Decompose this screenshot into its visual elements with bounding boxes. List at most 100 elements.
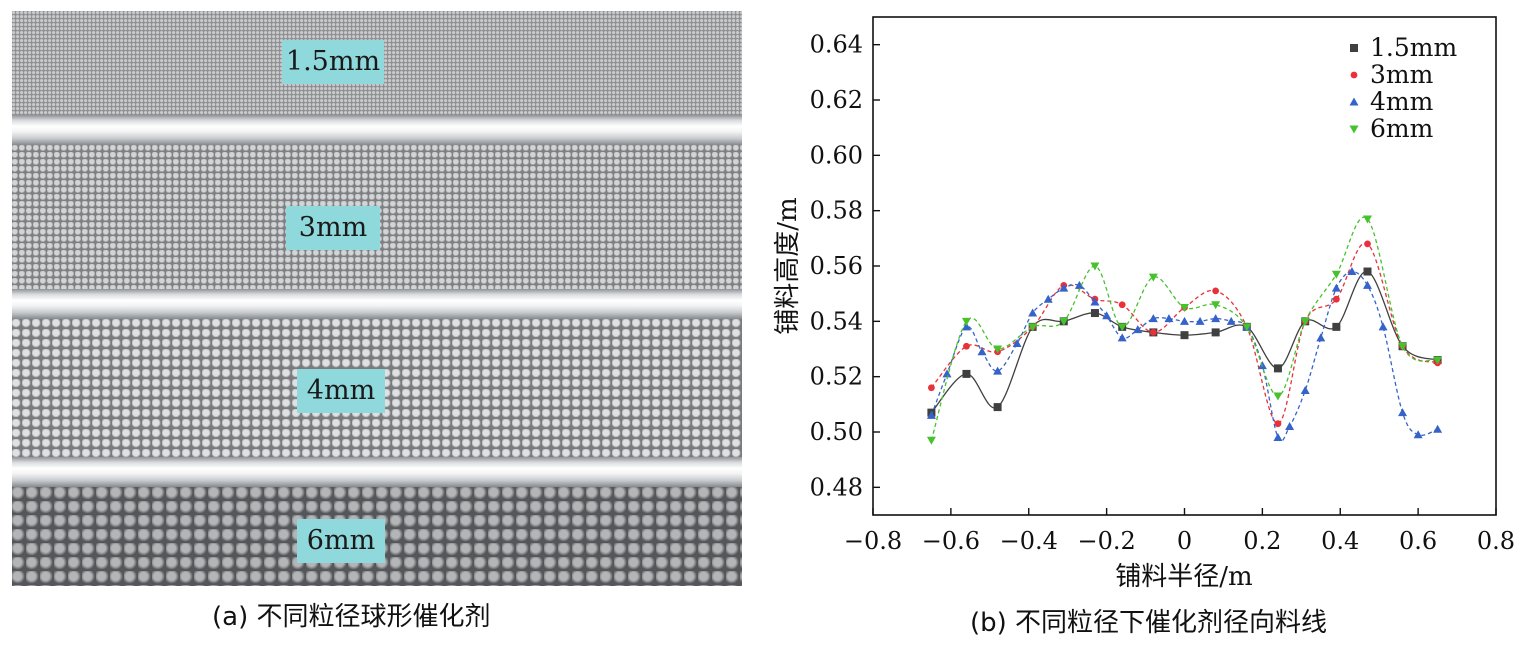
data-point-4mm [1226, 316, 1236, 325]
data-point-4mm [993, 366, 1003, 375]
data-point-4mm [1433, 424, 1443, 433]
data-point-1-5mm [1211, 328, 1220, 337]
legend-marker-1-5mm [1350, 44, 1358, 52]
y-tick-label: 0.62 [810, 86, 863, 114]
legend-marker-6mm [1349, 125, 1359, 134]
data-point-4mm [1102, 311, 1112, 320]
data-point-6mm [1398, 342, 1408, 351]
data-point-4mm [1285, 421, 1295, 430]
legend-marker-4mm [1349, 97, 1359, 106]
data-point-4mm [977, 347, 987, 356]
data-point-6mm [1331, 270, 1341, 279]
data-point-1-5mm [1090, 309, 1099, 318]
panel-b-caption: (b) 不同粒径下催化剂径向料线 [970, 608, 1328, 638]
data-point-4mm [1164, 314, 1174, 323]
y-tick-label: 0.52 [810, 363, 863, 391]
x-tick-label: −0.4 [1000, 527, 1058, 555]
data-point-1-5mm [1180, 331, 1189, 340]
data-point-6mm [1363, 215, 1373, 224]
data-point-6mm [1028, 323, 1038, 332]
x-axis-title: 铺料半径/m [1115, 562, 1252, 592]
data-point-4mm [1180, 316, 1189, 325]
y-tick-label: 0.60 [810, 141, 863, 169]
data-point-4mm [1398, 408, 1408, 417]
data-point-6mm [1090, 262, 1100, 271]
data-point-4mm [1316, 333, 1326, 342]
data-point-4mm [1074, 280, 1084, 289]
data-point-4mm [1300, 386, 1310, 394]
data-point-3mm [963, 342, 970, 350]
y-axis-title: 铺料高度/m [773, 197, 803, 334]
data-point-6mm [1180, 304, 1189, 312]
y-tick-label: 0.64 [810, 31, 863, 59]
y-tick-label: 0.54 [810, 307, 863, 335]
data-point-1-5mm [962, 369, 971, 378]
x-tick-label: −0.8 [844, 527, 902, 555]
data-point-6mm [1059, 317, 1069, 326]
y-tick-label: 0.48 [810, 473, 863, 501]
data-point-6mm [1117, 323, 1127, 332]
y-tick-label: 0.50 [810, 418, 863, 446]
data-point-4mm [1117, 333, 1127, 342]
data-point-1-5mm [1363, 267, 1372, 276]
data-point-4mm [1347, 267, 1357, 276]
legend-label-6mm: 6mm [1370, 114, 1434, 143]
data-point-3mm [928, 384, 935, 392]
data-point-4mm [1195, 316, 1205, 325]
data-point-4mm [926, 410, 936, 419]
x-tick-label: 0 [1177, 527, 1192, 555]
rail-3 [12, 457, 742, 487]
band-6mm [12, 487, 742, 586]
data-point-3mm [1332, 295, 1340, 303]
data-point-4mm [942, 369, 952, 378]
size-label-1-5mm: 1.5mm [282, 40, 384, 84]
data-point-6mm [926, 436, 936, 445]
legend-label-3mm: 3mm [1370, 60, 1434, 89]
catalyst-photo: 1.5mm 3mm 4mm 6mm [12, 11, 742, 586]
x-tick-label: −0.2 [1077, 527, 1135, 555]
series-line-4mm [930, 270, 1438, 442]
legend-label-4mm: 4mm [1370, 87, 1434, 116]
data-point-3mm [1212, 287, 1220, 295]
data-point-4mm [1378, 322, 1388, 331]
data-point-4mm [1148, 314, 1158, 323]
radial-profile-chart: −0.8 −0.6 −0.4 −0.2 0 0.2 0.4 0.6 0.8 0.48 0.50 0.5… [773, 16, 1515, 592]
data-point-6mm [1148, 273, 1158, 282]
data-point-4mm [1273, 433, 1283, 442]
rail-1 [12, 115, 742, 145]
data-point-3mm [1149, 329, 1157, 336]
size-label-6mm: 6mm [297, 519, 385, 563]
data-point-4mm [1331, 283, 1341, 292]
data-point-3mm [1118, 301, 1126, 309]
data-point-4mm [1012, 338, 1022, 347]
data-point-4mm [1090, 297, 1100, 306]
data-point-6mm [961, 317, 971, 326]
legend-label-1-5mm: 1.5mm [1370, 33, 1457, 62]
x-tick-label: 0.2 [1243, 527, 1281, 555]
x-tick-label: 0.8 [1477, 527, 1515, 555]
data-point-3mm [1364, 240, 1371, 248]
data-point-4mm [1043, 294, 1053, 303]
data-point-4mm [1211, 314, 1221, 323]
x-tick-label: 0.4 [1321, 527, 1359, 555]
data-point-1-5mm [1273, 364, 1282, 373]
data-point-1-5mm [1332, 322, 1341, 331]
series-line-6mm [930, 216, 1438, 441]
x-tick-label: −0.6 [922, 527, 980, 555]
data-point-4mm [1363, 280, 1373, 289]
data-point-4mm [1059, 283, 1069, 292]
size-label-4mm: 4mm [297, 369, 385, 413]
data-point-3mm [1274, 420, 1282, 428]
panel-a-caption: (a) 不同粒径球形催化剂 [212, 602, 491, 632]
data-point-4mm [961, 322, 971, 331]
data-point-6mm [993, 345, 1003, 354]
legend-marker-3mm [1350, 71, 1358, 79]
rail-2 [12, 289, 742, 319]
x-tick-label: 0.6 [1399, 527, 1437, 555]
data-point-6mm [1273, 392, 1283, 401]
series-line-1-5mm [930, 270, 1438, 414]
y-tick-label: 0.56 [810, 252, 863, 280]
data-point-6mm [1300, 317, 1310, 326]
data-point-4mm [1413, 430, 1423, 439]
data-point-4mm [1133, 325, 1143, 334]
